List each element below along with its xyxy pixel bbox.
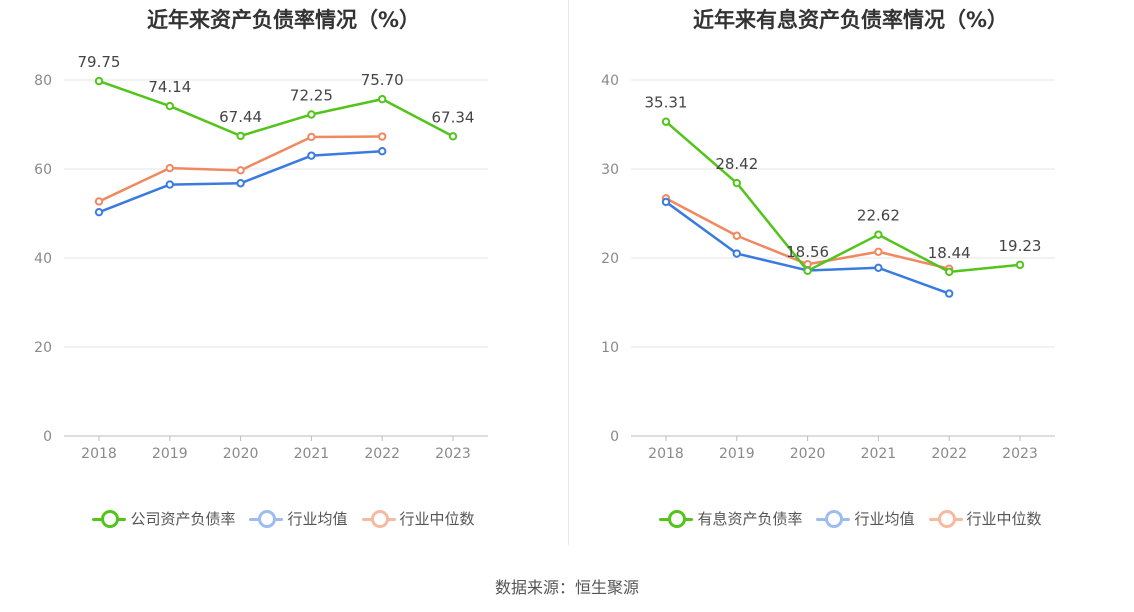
industry-median-series-point [94, 197, 104, 206]
y-tick-label: 10 [601, 340, 619, 356]
y-tick-label: 20 [601, 251, 619, 267]
x-tick-label: 2022 [364, 446, 400, 462]
legend-item-industry-average[interactable]: 行业均值 [249, 508, 348, 529]
legend-label: 行业均值 [287, 510, 348, 528]
chart-panel-interest-bearing-debt-ratio: 近年来有息资产负债率情况（%） 0 10 20 30 40 2018 2019 2020 202… [567, 0, 1134, 560]
legend-item-industry-average[interactable]: 行业均值 [816, 508, 915, 529]
company-series-point [1015, 260, 1025, 270]
legend-label: 行业中位数 [399, 510, 475, 528]
legend-line-marker-icon [659, 509, 694, 528]
legend-line-marker-icon [361, 509, 396, 528]
x-tick-label: 2018 [81, 446, 117, 462]
y-tick-label: 80 [34, 73, 52, 89]
data-label: 18.56 [786, 243, 829, 261]
company-series-point [236, 131, 245, 141]
company-series-point [732, 178, 742, 188]
data-label: 79.75 [78, 53, 121, 71]
data-label: 75.70 [361, 71, 404, 89]
company-series-point [307, 110, 316, 119]
data-label: 74.14 [148, 78, 191, 96]
legend-line-marker-icon [92, 509, 127, 528]
industry-average-series-point [165, 180, 175, 189]
company-series-point [378, 94, 387, 104]
industry-average-series-point [94, 207, 104, 217]
x-tick-label: 2020 [790, 446, 826, 462]
panel-divider [568, 0, 569, 545]
chart-title: 近年来有息资产负债率情况（%） [692, 8, 1009, 32]
legend-line-marker-icon [249, 509, 284, 528]
industry-average-series-point [874, 263, 883, 272]
data-label: 72.25 [290, 86, 333, 104]
industry-average-series-point [945, 289, 954, 298]
legend-line-marker-icon [816, 509, 851, 528]
legend-label: 行业均值 [854, 510, 915, 528]
industry-average-series-point [307, 151, 316, 160]
data-label: 22.62 [857, 207, 900, 225]
data-label: 28.42 [715, 155, 758, 173]
y-tick-label: 60 [34, 162, 52, 178]
data-label: 18.44 [928, 244, 971, 262]
industry-median-series-point [874, 247, 883, 256]
industry-median-series-point [378, 132, 387, 141]
company-series-point [874, 230, 883, 239]
y-tick-label: 40 [601, 73, 619, 89]
legend: 有息资产负债率 行业均值 行业中位数 [567, 508, 1134, 529]
legend-label: 行业中位数 [966, 510, 1042, 528]
legend-item-company[interactable]: 有息资产负债率 [659, 508, 802, 529]
y-tick-label: 0 [610, 429, 619, 445]
y-tick-label: 0 [43, 429, 52, 445]
legend-item-industry-median[interactable]: 行业中位数 [361, 508, 475, 529]
legend-item-industry-median[interactable]: 行业中位数 [928, 508, 1042, 529]
y-tick-label: 30 [601, 162, 619, 178]
company-series-point [165, 101, 175, 111]
legend-item-company[interactable]: 公司资产负债率 [92, 508, 235, 529]
legend-label: 公司资产负债率 [130, 510, 236, 528]
industry-median-series-point [732, 231, 742, 240]
industry-average-series-point [236, 179, 245, 188]
company-series-line [665, 120, 1021, 274]
y-tick-label: 20 [34, 340, 52, 356]
chart-panel-debt-ratio: 近年来资产负债率情况（%） 0 20 40 60 80 2018 2019 2020 2021 2… [0, 0, 567, 560]
company-series-point [803, 266, 812, 276]
industry-average-series-point [378, 147, 387, 156]
data-label: 67.44 [219, 108, 262, 126]
company-series-point [945, 267, 954, 277]
x-tick-label: 2022 [931, 446, 967, 462]
x-tick-label: 2019 [152, 446, 188, 462]
line-chart-debt-ratio: 0 20 40 60 80 2018 2019 2020 2021 2022 2023 79.75 74… [34, 53, 488, 462]
x-tick-label: 2019 [719, 446, 755, 462]
company-series-point [94, 76, 104, 86]
industry-median-series-point [165, 163, 175, 173]
x-tick-label: 2023 [435, 446, 471, 462]
industry-average-series-point [732, 249, 742, 258]
legend: 公司资产负债率 行业均值 行业中位数 [0, 508, 567, 529]
data-label: 19.23 [999, 237, 1042, 255]
legend-label: 有息资产负债率 [697, 510, 803, 528]
x-tick-label: 2020 [223, 446, 259, 462]
company-series-point [448, 132, 458, 141]
industry-median-series-point [307, 132, 316, 142]
company-series-point [661, 117, 671, 126]
industry-median-series-point [236, 166, 245, 175]
x-tick-label: 2018 [648, 446, 684, 462]
chart-title: 近年来资产负债率情况（%） [146, 8, 421, 32]
legend-line-marker-icon [928, 509, 963, 528]
data-label: 35.31 [645, 94, 688, 112]
line-chart-interest-bearing-debt-ratio: 0 10 20 30 40 2018 2019 2020 2021 2022 2023 35.31 28… [601, 73, 1055, 462]
industry-average-series-point [661, 197, 671, 207]
data-label: 67.34 [432, 108, 475, 126]
x-tick-label: 2021 [294, 446, 330, 462]
x-tick-label: 2021 [861, 446, 897, 462]
y-tick-label: 40 [34, 251, 52, 267]
company-series-line [98, 79, 454, 138]
data-source-note: 数据来源：恒生聚源 [494, 578, 639, 597]
x-tick-label: 2023 [1002, 446, 1038, 462]
